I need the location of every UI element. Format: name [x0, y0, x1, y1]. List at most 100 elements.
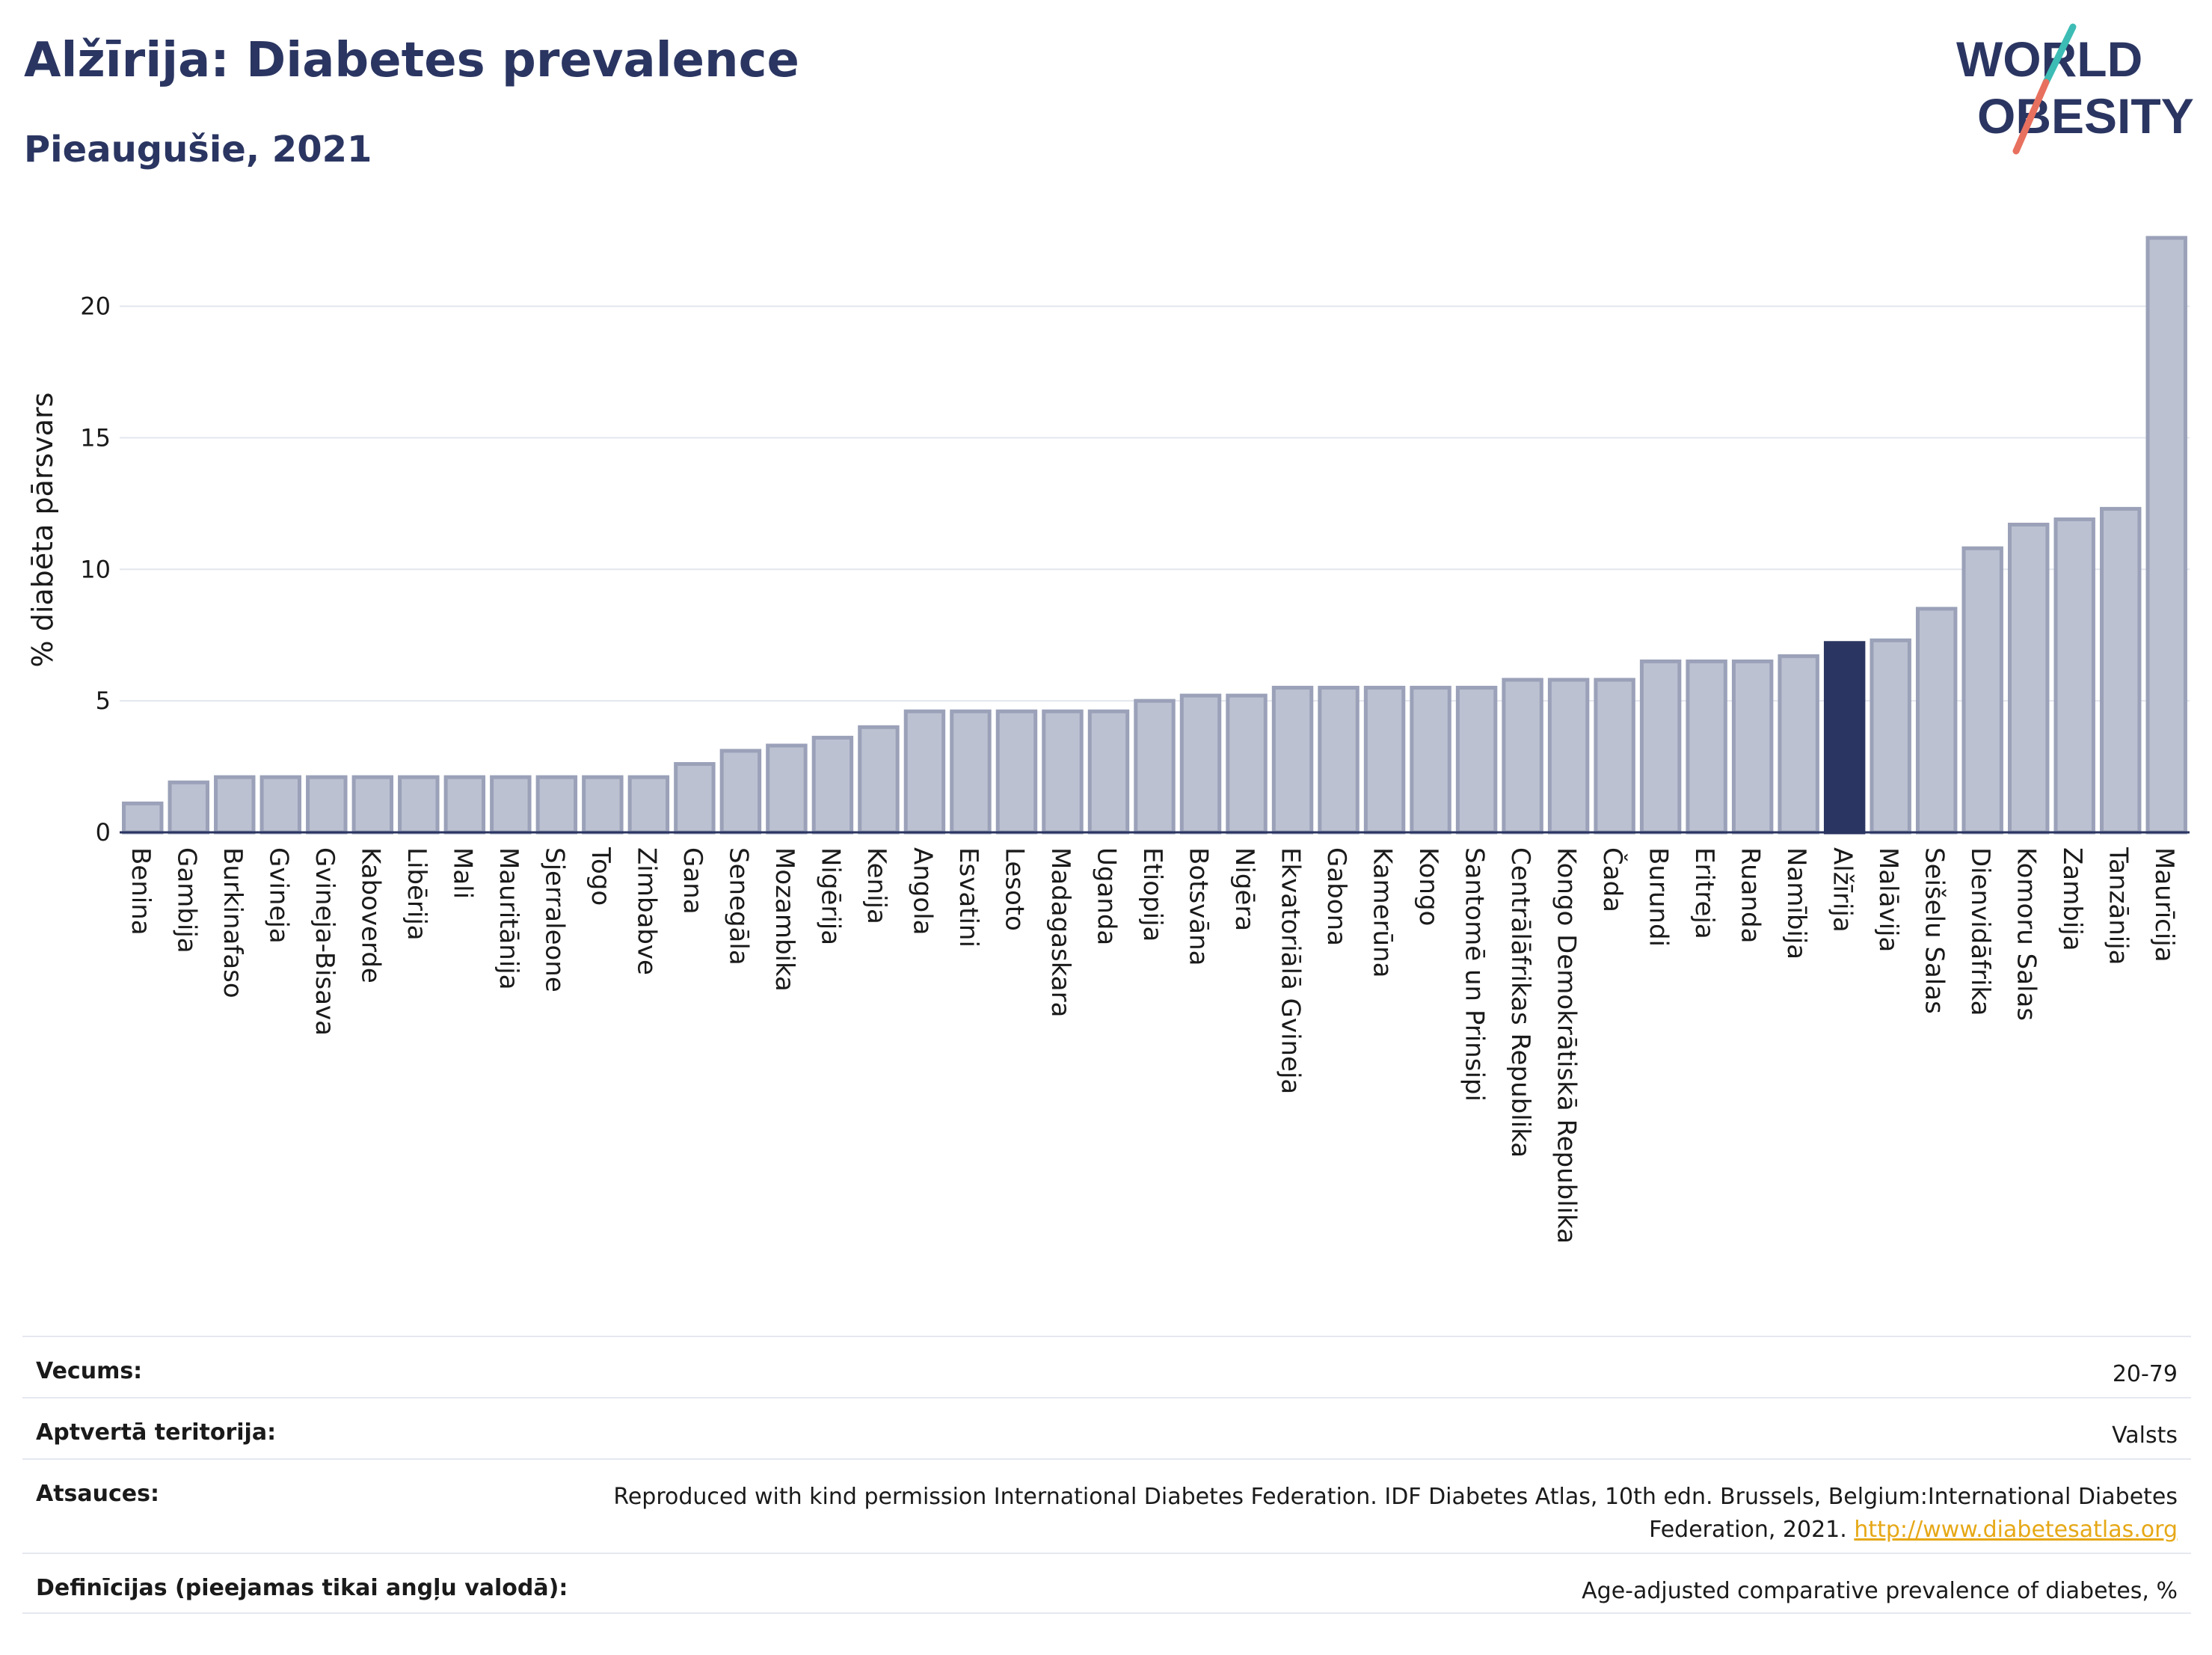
bar-35[interactable]	[1731, 659, 1774, 835]
bar-29[interactable]	[1455, 686, 1498, 835]
x-tick-label-36: Namībija	[1781, 847, 1811, 959]
bar-23[interactable]	[1179, 693, 1222, 835]
x-tick-label-24: Nigēra	[1229, 847, 1259, 931]
meta-value-age: 20-79	[2112, 1361, 2178, 1387]
bar-9[interactable]	[535, 775, 578, 835]
bar-20[interactable]	[1042, 709, 1084, 835]
x-tick-label-6: Libērija	[402, 847, 431, 941]
x-tick-label-4: Gvineja-Bisava	[310, 847, 340, 1036]
logo-slash-teal	[2042, 23, 2077, 86]
bar-44[interactable]	[2145, 236, 2187, 835]
bar-34[interactable]	[1686, 659, 1727, 835]
x-tick-label-29: Santomē un Prinsipi	[1460, 847, 1490, 1102]
x-tick-label-11: Zimbabve	[631, 847, 661, 975]
x-tick-label-10: Togo	[586, 847, 615, 906]
x-tick-label-35: Ruanda	[1736, 847, 1766, 943]
bar-13[interactable]	[719, 749, 762, 835]
bar-41[interactable]	[2007, 522, 2050, 835]
bar-6[interactable]	[398, 775, 440, 835]
bar-18[interactable]	[950, 709, 992, 835]
x-tick-label-8: Mauritānija	[494, 847, 523, 990]
bar-22[interactable]	[1134, 698, 1176, 835]
x-tick-label-31: Kongo Demokrātiskā Republika	[1552, 847, 1582, 1244]
bar-8[interactable]	[490, 775, 532, 835]
x-tick-label-5: Kaboverde	[355, 847, 385, 983]
bar-4[interactable]	[306, 775, 348, 835]
meta-label-references: Atsauces:	[36, 1481, 159, 1507]
x-tick-label-37: Alžīrija	[1828, 847, 1858, 933]
x-tick-label-14: Mozambika	[769, 847, 799, 992]
x-tick-label-33: Burundi	[1644, 847, 1674, 947]
x-tick-label-7: Mali	[447, 847, 477, 899]
x-tick-label-21: Uganda	[1091, 847, 1121, 945]
bar-3[interactable]	[259, 775, 302, 835]
bar-36[interactable]	[1778, 654, 1819, 835]
bar-12[interactable]	[674, 762, 716, 835]
bar-1[interactable]	[168, 780, 209, 835]
references-link[interactable]: http://www.diabetesatlas.org	[1854, 1517, 2178, 1543]
x-tick-label-15: Nigērija	[815, 847, 845, 945]
bar-16[interactable]	[858, 725, 900, 835]
x-tick-label-39: Seišelu Salas	[1920, 847, 1950, 1014]
bar-39[interactable]	[1915, 607, 1958, 835]
bar-33[interactable]	[1639, 659, 1682, 835]
bar-26[interactable]	[1318, 686, 1360, 835]
bar-14[interactable]	[766, 743, 808, 835]
bar-28[interactable]	[1410, 686, 1451, 835]
x-tick-label-2: Burkinafaso	[218, 847, 248, 998]
y-tick-label-1: 5	[96, 687, 111, 715]
bar-19[interactable]	[995, 709, 1038, 835]
x-tick-label-20: Madagaskara	[1045, 847, 1075, 1017]
bar-32[interactable]	[1594, 678, 1635, 835]
bar-37[interactable]	[1823, 641, 1866, 835]
bar-0[interactable]	[122, 801, 164, 835]
chart-title: Alžīrija: Diabetes prevalence	[24, 33, 799, 88]
bar-40[interactable]	[1961, 546, 2003, 835]
x-tick-label-34: Eritreja	[1689, 847, 1719, 939]
bar-31[interactable]	[1547, 678, 1590, 835]
meta-label-definitions: Definīcijas (pieejamas tikai angļu valod…	[36, 1575, 568, 1601]
meta-row-definitions: Definīcijas (pieejamas tikai angļu valod…	[22, 1553, 2191, 1614]
meta-value-references: Reproduced with kind permission Internat…	[532, 1481, 2178, 1547]
metadata-table: Vecums: 20-79 Aptvertā teritorija: Valst…	[22, 1336, 2191, 1614]
x-tick-label-23: Botsvāna	[1184, 847, 1214, 966]
meta-row-references: Atsauces: Reproduced with kind permissio…	[22, 1458, 2191, 1553]
meta-row-coverage: Aptvertā teritorija: Valsts	[22, 1397, 2191, 1458]
bar-27[interactable]	[1363, 686, 1406, 835]
world-obesity-logo: WORLD OBESITY	[1956, 23, 2194, 155]
bar-2[interactable]	[214, 775, 256, 835]
x-tick-label-32: Čada	[1597, 847, 1628, 912]
x-tick-label-43: Tanzānija	[2104, 847, 2133, 965]
x-tick-label-27: Kamerūna	[1368, 847, 1398, 977]
references-text: Reproduced with kind permission Internat…	[613, 1484, 2178, 1543]
x-tick-label-42: Zambija	[2057, 847, 2087, 951]
labels: 0 5 10 15 20 % diabēta pārsvars Benina Gambija B…	[26, 292, 2179, 1244]
bar-30[interactable]	[1502, 678, 1543, 835]
bar-7[interactable]	[443, 775, 486, 835]
x-tick-label-3: Gvineja	[263, 847, 293, 944]
bar-17[interactable]	[903, 709, 946, 835]
y-tick-label-0: 0	[96, 818, 111, 847]
bar-43[interactable]	[2100, 506, 2142, 835]
x-tick-label-44: Maurīcija	[2149, 847, 2179, 962]
logo-text-obesity: OBESITY	[1977, 88, 2194, 144]
meta-value-definitions: Age-adjusted comparative prevalence of d…	[1582, 1578, 2178, 1604]
bar-15[interactable]	[811, 735, 854, 835]
y-tick-label-2: 10	[80, 555, 111, 583]
bar-42[interactable]	[2053, 517, 2095, 835]
bar-11[interactable]	[627, 775, 670, 835]
x-tick-label-28: Kongo	[1413, 847, 1443, 926]
meta-label-age: Vecums:	[36, 1358, 143, 1384]
bar-5[interactable]	[351, 775, 394, 835]
x-tick-label-30: Centrālāfrikas Republika	[1505, 847, 1535, 1158]
x-tick-label-40: Dienvidāfrika	[1965, 847, 1995, 1016]
meta-row-age: Vecums: 20-79	[22, 1336, 2191, 1397]
bar-25[interactable]	[1271, 686, 1314, 835]
bar-38[interactable]	[1870, 638, 1911, 835]
y-tick-label-3: 15	[80, 423, 111, 452]
bars	[122, 236, 2187, 835]
bar-21[interactable]	[1087, 709, 1130, 835]
bar-10[interactable]	[582, 775, 624, 835]
x-tick-label-41: Komoru Salas	[2012, 847, 2042, 1021]
bar-24[interactable]	[1226, 693, 1268, 835]
